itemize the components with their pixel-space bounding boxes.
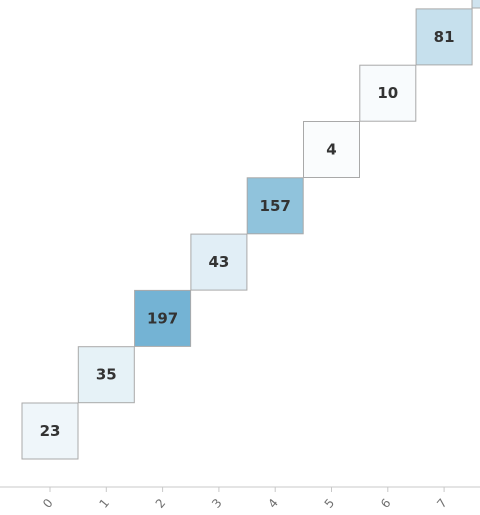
heatmap-cell-label: 35 bbox=[96, 366, 117, 384]
heatmap-cell bbox=[246, 177, 304, 235]
x-tick-label: 7 bbox=[434, 496, 450, 511]
x-tick-label: 6 bbox=[378, 496, 394, 511]
heatmap-cell-label: 157 bbox=[260, 197, 291, 215]
heatmap-cell bbox=[190, 233, 248, 291]
x-tick-label: 5 bbox=[322, 496, 338, 511]
x-tick-label: 2 bbox=[153, 496, 169, 511]
heatmap-cell-label: 43 bbox=[208, 253, 229, 271]
heatmap-cell bbox=[77, 346, 135, 404]
heatmap-cell bbox=[359, 64, 417, 122]
x-tick-label: 1 bbox=[96, 496, 112, 511]
x-tick-label: 4 bbox=[265, 496, 281, 511]
heatmap-cell-label: 81 bbox=[434, 28, 455, 46]
heatmap-cell-partial bbox=[471, 0, 480, 9]
x-tick-label: 3 bbox=[209, 496, 225, 511]
heatmap-cell bbox=[134, 289, 192, 347]
heatmap-cell-label: 10 bbox=[377, 84, 398, 102]
x-axis-ticks: 0 1 2 3 4 5 6 7 bbox=[40, 487, 450, 511]
heatmap-cell bbox=[415, 8, 473, 66]
heatmap-cells: 23 35 197 43 157 4 10 81 bbox=[21, 8, 473, 460]
heatmap-cell bbox=[303, 121, 360, 178]
x-tick-label: 0 bbox=[40, 496, 56, 511]
heatmap-cell-label: 197 bbox=[147, 309, 178, 327]
heatmap-cell-label: 4 bbox=[326, 141, 336, 159]
heatmap-cell bbox=[21, 402, 79, 460]
heatmap-cell-label: 23 bbox=[40, 422, 61, 440]
